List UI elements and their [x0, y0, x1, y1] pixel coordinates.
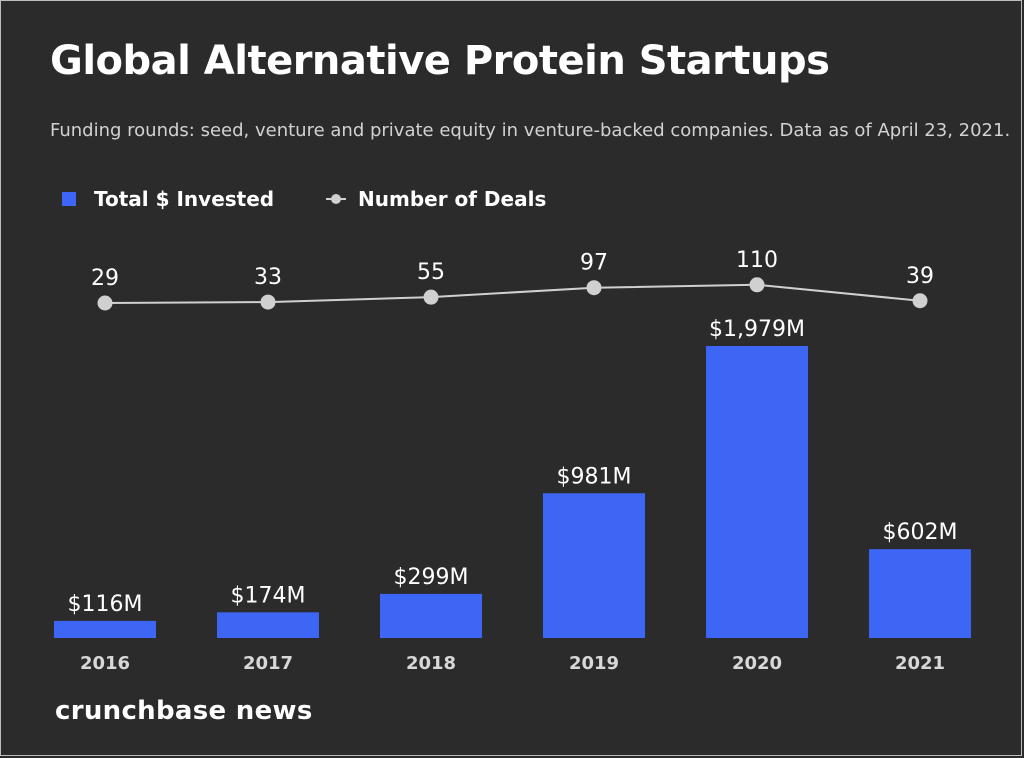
chart-subtitle: Funding rounds: seed, venture and privat…: [50, 120, 1011, 141]
bar-value-label: $174M: [231, 583, 306, 608]
bar-value-label: $1,979M: [709, 317, 805, 342]
x-tick-label: 2020: [732, 653, 782, 674]
legend-item-total-invested: Total $ Invested: [62, 186, 274, 212]
deal-point-2018: [423, 289, 439, 305]
deals-line: [104, 283, 921, 304]
deal-count-label: 55: [417, 260, 445, 285]
deal-count-label: 33: [254, 265, 282, 290]
bar-2020: [706, 346, 808, 638]
legend-line-label: Number of Deals: [358, 187, 547, 211]
deal-point-2017: [260, 294, 276, 310]
deal-point-2019: [586, 280, 602, 296]
deal-count-label: 39: [906, 264, 934, 289]
brand-logo: crunchbase news: [55, 696, 313, 726]
bar-2018: [380, 593, 482, 638]
chart-title: Global Alternative Protein Startups: [50, 38, 830, 84]
x-tick-label: 2021: [895, 653, 945, 674]
bar-value-label: $299M: [394, 565, 469, 590]
bar-value-label: $602M: [883, 520, 958, 545]
x-tick-label: 2018: [406, 653, 456, 674]
bar-2016: [54, 620, 156, 638]
deal-count-label: 97: [580, 251, 608, 276]
deal-count-label: 29: [91, 266, 119, 291]
x-tick-label: 2016: [80, 653, 130, 674]
bar-2019: [543, 493, 645, 638]
deal-point-2021: [912, 293, 928, 309]
legend-bar-swatch: [62, 192, 76, 206]
legend-line-swatch: [326, 192, 346, 206]
legend-bar-label: Total $ Invested: [94, 187, 275, 211]
x-tick-label: 2019: [569, 653, 619, 674]
deal-count-label: 110: [736, 248, 778, 273]
legend-item-number-of-deals: Number of Deals: [326, 186, 546, 212]
deal-point-2016: [97, 295, 113, 311]
bar-value-label: $981M: [557, 464, 632, 489]
bar-value-label: $116M: [68, 592, 143, 617]
bar-2021: [869, 549, 971, 638]
x-tick-label: 2017: [243, 653, 293, 674]
deal-point-2020: [749, 277, 765, 293]
bar-2017: [217, 612, 319, 638]
